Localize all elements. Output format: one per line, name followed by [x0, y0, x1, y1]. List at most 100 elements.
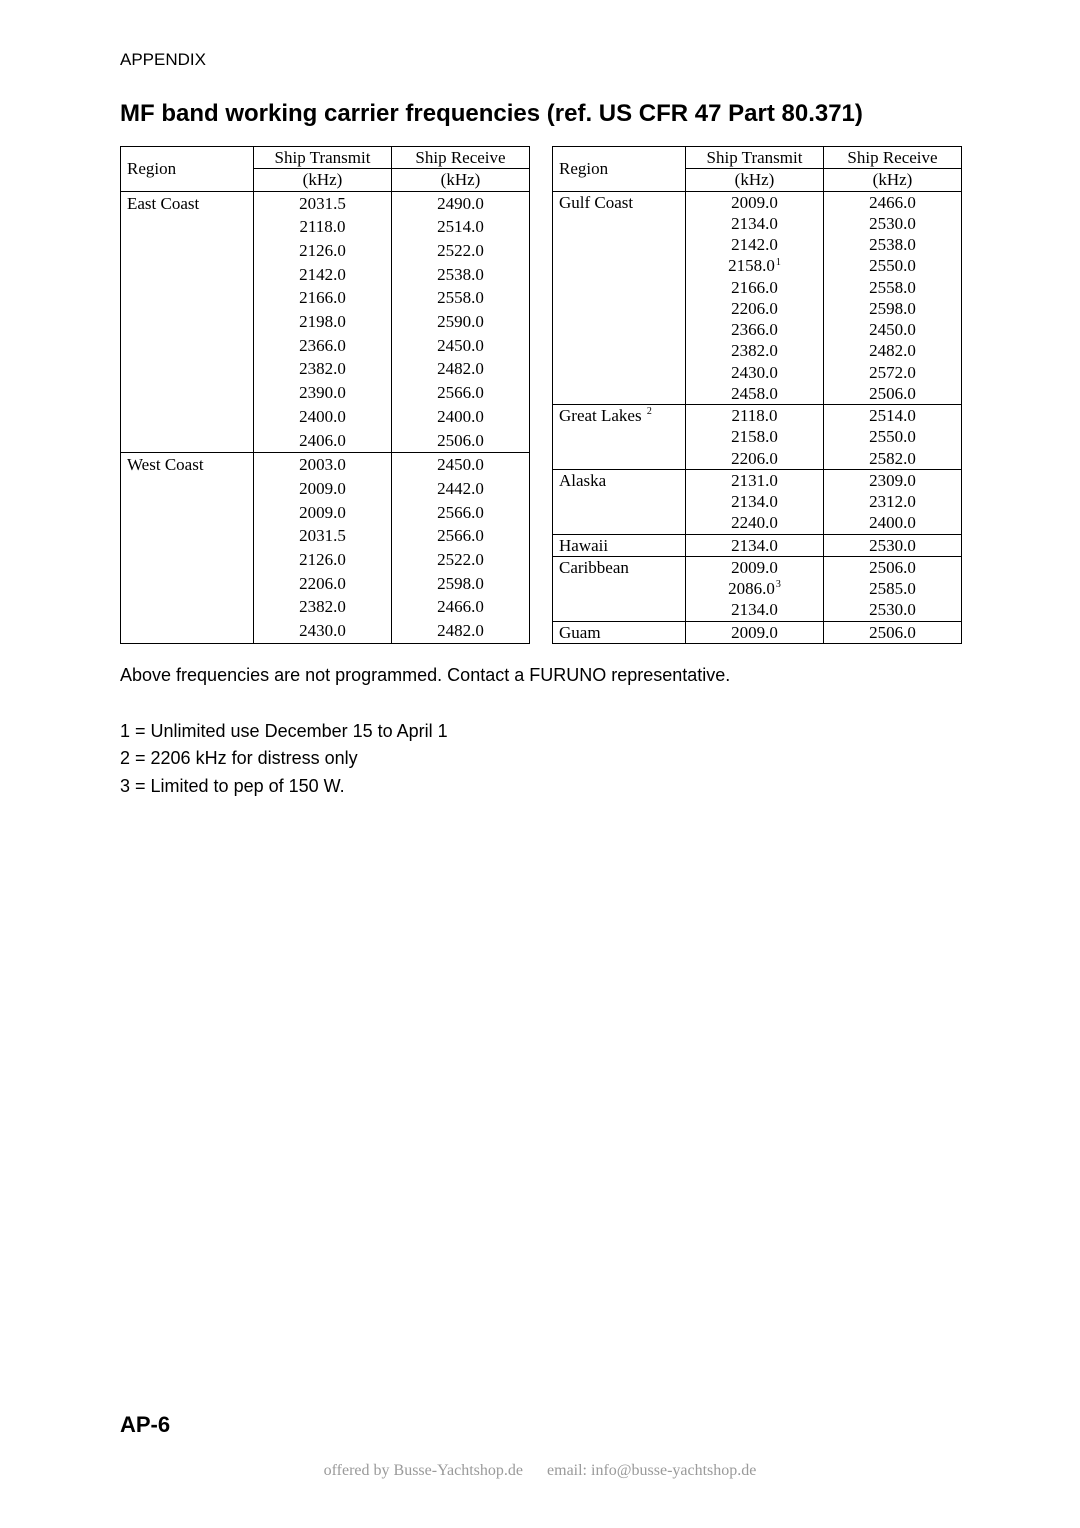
cell-receive: 2550.0	[824, 255, 962, 276]
table-row: Gulf Coast2009.02466.0	[553, 191, 962, 213]
cell-receive: 2400.0	[392, 405, 530, 429]
table-row: 2198.02590.0	[121, 310, 530, 334]
cell-region	[553, 599, 686, 621]
table-row: 2009.02442.0	[121, 477, 530, 501]
cell-transmit	[254, 642, 392, 643]
cell-region	[121, 477, 254, 501]
cell-region	[121, 595, 254, 619]
table-row: 2240.02400.0	[553, 512, 962, 534]
cell-transmit: 2142.0	[254, 263, 392, 287]
col-rx-1: Ship Receive	[392, 147, 530, 169]
table-row: 2406.02506.0	[121, 428, 530, 452]
section-header: APPENDIX	[120, 50, 990, 70]
col-rx-1: Ship Receive	[824, 147, 962, 169]
cell-receive: 2442.0	[392, 477, 530, 501]
table-row: 2086.032585.0	[553, 578, 962, 599]
cell-receive: 2558.0	[392, 286, 530, 310]
table-row: Great Lakes 22118.02514.0	[553, 405, 962, 427]
cell-receive: 2400.0	[824, 512, 962, 534]
cell-receive	[392, 642, 530, 643]
cell-region	[121, 524, 254, 548]
cell-transmit: 2158.01	[686, 255, 824, 276]
cell-receive: 2566.0	[392, 500, 530, 524]
footer: offered by Busse-Yachtshop.de email: inf…	[0, 1462, 1080, 1480]
table-row: 2382.02482.0	[121, 357, 530, 381]
cell-receive: 2522.0	[392, 239, 530, 263]
table-row: 2118.02514.0	[121, 215, 530, 239]
table-row: West Coast2003.02450.0	[121, 453, 530, 477]
table-row: 2158.02550.0	[553, 426, 962, 447]
cell-transmit: 2031.5	[254, 524, 392, 548]
cell-transmit: 2430.0	[254, 619, 392, 643]
cell-receive: 2530.0	[824, 213, 962, 234]
cell-receive: 2598.0	[392, 571, 530, 595]
cell-receive: 2582.0	[824, 448, 962, 470]
cell-receive: 2566.0	[392, 381, 530, 405]
cell-transmit: 2134.0	[686, 599, 824, 621]
col-region: Region	[121, 147, 254, 192]
cell-region: East Coast	[121, 191, 254, 215]
cell-transmit: 2458.0	[686, 383, 824, 405]
cell-transmit: 2158.0	[686, 426, 824, 447]
cell-region	[121, 263, 254, 287]
table-row: 2134.02530.0	[553, 213, 962, 234]
cell-transmit: 2118.0	[254, 215, 392, 239]
cell-region	[121, 428, 254, 452]
cell-receive: 2506.0	[824, 621, 962, 643]
cell-transmit: 2166.0	[686, 277, 824, 298]
cell-region: Guam	[553, 621, 686, 643]
cell-region	[553, 448, 686, 470]
page-number: AP-6	[120, 1412, 170, 1438]
cell-region	[121, 239, 254, 263]
cell-transmit: 2003.0	[254, 453, 392, 477]
cell-receive: 2482.0	[824, 340, 962, 361]
cell-transmit: 2134.0	[686, 534, 824, 556]
table-row: 2142.02538.0	[121, 263, 530, 287]
cell-receive: 2466.0	[392, 595, 530, 619]
cell-transmit: 2086.03	[686, 578, 824, 599]
cell-transmit: 2366.0	[686, 319, 824, 340]
cell-transmit: 2009.0	[686, 556, 824, 578]
table-row: 2430.02572.0	[553, 362, 962, 383]
cell-region	[553, 213, 686, 234]
col-tx-1: Ship Transmit	[254, 147, 392, 169]
cell-transmit: 2206.0	[686, 448, 824, 470]
cell-transmit: 2400.0	[254, 405, 392, 429]
col-tx-2: (kHz)	[254, 169, 392, 191]
cell-region	[553, 319, 686, 340]
cell-transmit: 2382.0	[686, 340, 824, 361]
footnote-3: 3 = Limited to pep of 150 W.	[120, 773, 990, 801]
cell-receive: 2466.0	[824, 191, 962, 213]
table-row: Caribbean2009.02506.0	[553, 556, 962, 578]
footer-right: email: info@busse-yachtshop.de	[547, 1462, 756, 1479]
cell-receive: 2530.0	[824, 599, 962, 621]
cell-region	[553, 362, 686, 383]
table-row: Alaska2131.02309.0	[553, 469, 962, 491]
col-tx-2: (kHz)	[686, 169, 824, 191]
table-row: 2366.02450.0	[121, 334, 530, 358]
col-rx-2: (kHz)	[392, 169, 530, 191]
table-row: 2400.02400.0	[121, 405, 530, 429]
cell-region: Caribbean	[553, 556, 686, 578]
tx-footnote: 3	[775, 579, 781, 590]
cell-receive: 2572.0	[824, 362, 962, 383]
table-row: 2382.02482.0	[553, 340, 962, 361]
footnote-1: 1 = Unlimited use December 15 to April 1	[120, 718, 990, 746]
footer-left: offered by Busse-Yachtshop.de	[324, 1462, 523, 1479]
cell-receive: 2585.0	[824, 578, 962, 599]
frequency-table-right: Region Ship Transmit Ship Receive (kHz) …	[552, 146, 962, 644]
cell-region: Great Lakes 2	[553, 405, 686, 427]
table-row: East Coast2031.52490.0	[121, 191, 530, 215]
table-row: 2126.02522.0	[121, 548, 530, 572]
cell-transmit: 2031.5	[254, 191, 392, 215]
cell-region	[553, 340, 686, 361]
col-rx-2: (kHz)	[824, 169, 962, 191]
cell-region	[553, 255, 686, 276]
cell-region	[553, 277, 686, 298]
cell-region	[553, 234, 686, 255]
table-row: 2206.02598.0	[121, 571, 530, 595]
cell-receive: 2514.0	[824, 405, 962, 427]
cell-receive: 2482.0	[392, 619, 530, 643]
cell-transmit: 2390.0	[254, 381, 392, 405]
cell-region	[553, 383, 686, 405]
